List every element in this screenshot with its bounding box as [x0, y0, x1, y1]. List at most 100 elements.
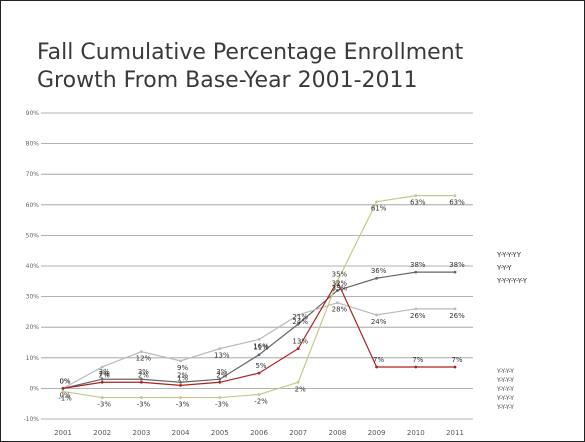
- data-point: [414, 270, 418, 274]
- data-label: 24%: [292, 318, 308, 326]
- data-point: [453, 307, 457, 311]
- data-point: [100, 396, 104, 399]
- data-label: 3%: [99, 368, 110, 376]
- series-line: [62, 271, 455, 389]
- data-point: [218, 377, 222, 381]
- data-label: 11%: [253, 344, 269, 352]
- data-point: [100, 377, 104, 381]
- legend-entry: Y-Y-Y: [496, 264, 512, 272]
- data-point: [179, 383, 183, 387]
- y-tick-label: 90%: [26, 110, 40, 117]
- data-point: [100, 365, 104, 369]
- x-tick-label: 2004: [172, 429, 190, 437]
- data-label: 2%: [99, 371, 110, 379]
- data-label: 13%: [292, 338, 308, 346]
- note-line: Y-Y-Y-Y: [496, 386, 514, 393]
- data-point: [257, 353, 261, 357]
- data-point: [453, 270, 457, 274]
- data-point: [375, 365, 378, 369]
- x-tick-label: 2006: [250, 429, 268, 437]
- data-label: -3%: [97, 401, 111, 409]
- data-label: 7%: [99, 370, 110, 378]
- data-label: 63%: [410, 199, 426, 207]
- data-label: 24%: [371, 318, 387, 326]
- data-point: [218, 380, 222, 384]
- data-label: 12%: [136, 355, 152, 363]
- chart-note: Y-Y-Y-Y Y-Y-Y-Y Y-Y-Y-Y Y-Y-Y-Y Y-Y-Y-Y: [496, 368, 514, 411]
- note-line: Y-Y-Y-Y: [496, 368, 514, 375]
- chart-title-line-1: Fall Cumulative Percentage Enrollment: [37, 40, 464, 65]
- data-label: 26%: [449, 312, 465, 320]
- data-point: [61, 387, 65, 390]
- data-label: 63%: [449, 199, 465, 207]
- gridlines: [41, 112, 473, 420]
- y-tick-label: 50%: [26, 232, 40, 239]
- y-tick-label: 30%: [26, 294, 40, 301]
- data-label: 5%: [255, 362, 266, 370]
- data-point: [414, 365, 418, 369]
- data-label: 28%: [332, 306, 348, 314]
- data-label: 7%: [412, 356, 423, 364]
- note-line: Y-Y-Y-Y: [496, 377, 514, 384]
- data-point: [140, 377, 143, 381]
- data-label: 2%: [177, 371, 188, 379]
- x-tick-label: 2007: [289, 429, 307, 437]
- data-label: 16%: [253, 342, 269, 350]
- chart-title-line-2: Growth From Base-Year 2001-2011: [37, 68, 418, 93]
- y-tick-label: 40%: [26, 263, 40, 270]
- data-point: [257, 338, 261, 341]
- data-label: -3%: [137, 401, 151, 409]
- data-label: -3%: [215, 401, 229, 409]
- data-point: [453, 194, 457, 198]
- data-point: [257, 371, 261, 375]
- data-label: 21%: [292, 313, 308, 321]
- y-tick-label: 70%: [26, 171, 40, 178]
- data-label: 0%: [59, 391, 70, 399]
- data-point: [140, 350, 143, 354]
- data-point: [296, 347, 300, 351]
- data-point: [414, 194, 418, 198]
- data-point: [218, 396, 222, 399]
- data-label: 2%: [295, 385, 306, 393]
- data-label: -2%: [254, 398, 268, 406]
- data-label: 26%: [410, 312, 426, 320]
- data-point: [179, 396, 183, 399]
- data-label: 38%: [410, 261, 426, 269]
- data-label: -1%: [58, 394, 72, 402]
- data-label: -3%: [176, 401, 190, 409]
- data-point: [336, 279, 339, 283]
- data-label: 1%: [177, 374, 188, 382]
- data-point: [375, 313, 378, 317]
- y-tick-label: -10%: [23, 416, 39, 423]
- data-label: 7%: [451, 356, 462, 364]
- note-line: Y-Y-Y-Y: [496, 395, 514, 402]
- data-label: 3%: [216, 368, 227, 376]
- data-point: [179, 359, 183, 363]
- data-point: [453, 365, 457, 369]
- x-tick-label: 2002: [93, 429, 111, 437]
- data-point: [336, 301, 339, 305]
- data-point: [336, 289, 339, 292]
- y-axis-ticks: -10% 0% 10% 20% 30% 40% 50% 60% 70% 80% 90%: [23, 110, 39, 423]
- y-tick-label: 10%: [26, 355, 40, 362]
- x-tick-label: 2001: [54, 429, 72, 437]
- data-label: 61%: [371, 205, 387, 213]
- y-tick-label: 20%: [26, 324, 40, 331]
- data-label: 13%: [214, 352, 230, 360]
- data-point: [257, 393, 261, 396]
- data-label: 0%: [59, 377, 70, 385]
- data-point: [218, 347, 222, 351]
- data-point: [375, 276, 378, 280]
- legend: Y-Y-Y-YY Y-Y-Y Y-Y-Y-Y-Y-Y: [496, 251, 528, 285]
- data-point: [100, 380, 104, 384]
- x-tick-label: 2011: [446, 429, 464, 437]
- y-tick-label: 60%: [26, 202, 40, 209]
- data-label: 32%: [332, 279, 348, 287]
- note-line: Y-Y-Y-Y: [496, 404, 514, 411]
- legend-entry: Y-Y-Y-YY: [496, 251, 522, 259]
- legend-entry: Y-Y-Y-Y-Y-Y: [496, 277, 528, 285]
- data-point: [296, 322, 300, 326]
- data-point: [140, 380, 143, 384]
- data-label: 7%: [373, 356, 384, 364]
